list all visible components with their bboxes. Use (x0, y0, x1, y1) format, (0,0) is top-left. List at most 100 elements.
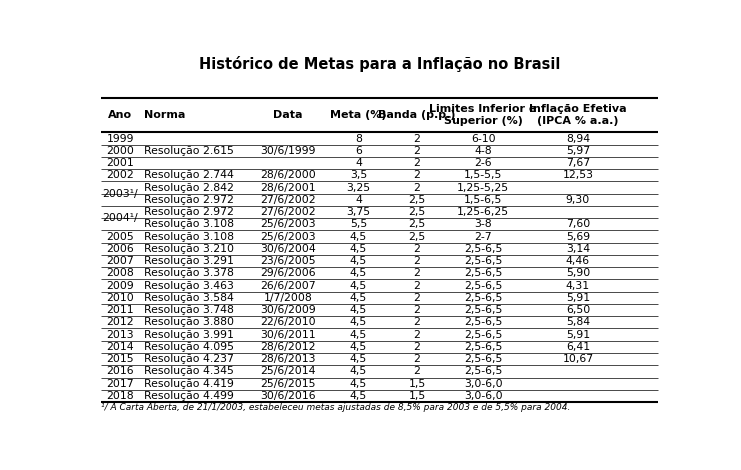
Text: 4,5: 4,5 (350, 293, 367, 303)
Text: 4,5: 4,5 (350, 268, 367, 278)
Text: 2: 2 (413, 342, 421, 352)
Text: 2: 2 (413, 133, 421, 143)
Text: 3,0-6,0: 3,0-6,0 (464, 391, 502, 401)
Text: ¹/ A Carta Aberta, de 21/1/2003, estabeleceu metas ajustadas de 8,5% para 2003 e: ¹/ A Carta Aberta, de 21/1/2003, estabel… (102, 403, 571, 412)
Text: Resolução 2.615: Resolução 2.615 (144, 146, 234, 156)
Text: 5,5: 5,5 (350, 219, 367, 229)
Text: 27/6/2002: 27/6/2002 (260, 207, 316, 217)
Text: 23/6/2005: 23/6/2005 (260, 256, 316, 266)
Text: 30/6/2009: 30/6/2009 (260, 305, 316, 315)
Text: 8: 8 (355, 133, 362, 143)
Text: Resolução 3.378: Resolução 3.378 (144, 268, 234, 278)
Text: 2: 2 (413, 256, 421, 266)
Text: 2015: 2015 (107, 354, 134, 364)
Text: Resolução 4.237: Resolução 4.237 (144, 354, 234, 364)
Text: 2007: 2007 (106, 256, 134, 266)
Text: 2,5-6,5: 2,5-6,5 (464, 317, 502, 328)
Text: 25/6/2003: 25/6/2003 (260, 219, 316, 229)
Text: 4,5: 4,5 (350, 342, 367, 352)
Text: 6: 6 (355, 146, 362, 156)
Text: 5,91: 5,91 (566, 329, 590, 340)
Text: 5,90: 5,90 (566, 268, 590, 278)
Text: 2003¹/: 2003¹/ (102, 188, 138, 199)
Text: 6,50: 6,50 (566, 305, 590, 315)
Text: Histórico de Metas para a Inflação no Brasil: Histórico de Metas para a Inflação no Br… (199, 55, 560, 71)
Text: 2011: 2011 (107, 305, 134, 315)
Text: 2-6: 2-6 (474, 158, 492, 168)
Text: 2016: 2016 (107, 367, 134, 376)
Text: Resolução 3.584: Resolução 3.584 (144, 293, 234, 303)
Text: 2000: 2000 (106, 146, 134, 156)
Text: 4-8: 4-8 (474, 146, 492, 156)
Text: 2: 2 (413, 354, 421, 364)
Text: Resolução 2.744: Resolução 2.744 (144, 170, 234, 180)
Text: 4,5: 4,5 (350, 305, 367, 315)
Text: 2: 2 (413, 281, 421, 290)
Text: 30/6/1999: 30/6/1999 (260, 146, 316, 156)
Text: Resolução 4.499: Resolução 4.499 (144, 391, 234, 401)
Text: Resolução 3.748: Resolução 3.748 (144, 305, 234, 315)
Text: 2,5: 2,5 (408, 232, 426, 242)
Text: 5,97: 5,97 (566, 146, 590, 156)
Text: 2: 2 (413, 329, 421, 340)
Text: 25/6/2014: 25/6/2014 (260, 367, 316, 376)
Text: 3,14: 3,14 (566, 244, 590, 254)
Text: Resolução 3.991: Resolução 3.991 (144, 329, 234, 340)
Text: Resolução 4.095: Resolução 4.095 (144, 342, 234, 352)
Text: Ano: Ano (108, 110, 132, 120)
Text: 2: 2 (413, 367, 421, 376)
Text: 1,5-5,5: 1,5-5,5 (464, 170, 502, 180)
Text: 26/6/2007: 26/6/2007 (260, 281, 316, 290)
Text: 3-8: 3-8 (474, 219, 492, 229)
Text: 1,5: 1,5 (408, 379, 426, 389)
Text: 4,5: 4,5 (350, 232, 367, 242)
Text: 1/7/2008: 1/7/2008 (264, 293, 312, 303)
Text: 2002: 2002 (106, 170, 134, 180)
Text: Resolução 3.880: Resolução 3.880 (144, 317, 234, 328)
Text: 2: 2 (413, 317, 421, 328)
Text: Data: Data (273, 110, 302, 120)
Text: 30/6/2016: 30/6/2016 (260, 391, 316, 401)
Text: 4,5: 4,5 (350, 281, 367, 290)
Text: 12,53: 12,53 (562, 170, 594, 180)
Text: 2008: 2008 (106, 268, 134, 278)
Text: Resolução 3.108: Resolução 3.108 (144, 232, 234, 242)
Text: 25/6/2015: 25/6/2015 (260, 379, 316, 389)
Text: 2014: 2014 (107, 342, 134, 352)
Text: 2,5-6,5: 2,5-6,5 (464, 342, 502, 352)
Text: 28/6/2013: 28/6/2013 (260, 354, 316, 364)
Text: 2010: 2010 (106, 293, 134, 303)
Text: 30/6/2011: 30/6/2011 (260, 329, 316, 340)
Text: 2: 2 (413, 305, 421, 315)
Text: 5,84: 5,84 (566, 317, 590, 328)
Text: Resolução 3.463: Resolução 3.463 (144, 281, 234, 290)
Text: 2,5: 2,5 (408, 207, 426, 217)
Text: Resolução 3.210: Resolução 3.210 (144, 244, 234, 254)
Text: Resolução 2.842: Resolução 2.842 (144, 182, 234, 193)
Text: 2009: 2009 (106, 281, 134, 290)
Text: 2,5: 2,5 (408, 195, 426, 205)
Text: Resolução 4.419: Resolução 4.419 (144, 379, 234, 389)
Text: 2,5-6,5: 2,5-6,5 (464, 293, 502, 303)
Text: 2004¹/: 2004¹/ (102, 213, 138, 223)
Text: 1,5: 1,5 (408, 391, 426, 401)
Text: 25/6/2003: 25/6/2003 (260, 232, 316, 242)
Text: 2,5-6,5: 2,5-6,5 (464, 354, 502, 364)
Text: 9,30: 9,30 (566, 195, 590, 205)
Text: 7,60: 7,60 (566, 219, 590, 229)
Text: 2: 2 (413, 182, 421, 193)
Text: 1,25-6,25: 1,25-6,25 (457, 207, 509, 217)
Text: Resolução 4.345: Resolução 4.345 (144, 367, 234, 376)
Text: 2: 2 (413, 158, 421, 168)
Text: 27/6/2002: 27/6/2002 (260, 195, 316, 205)
Text: 2-7: 2-7 (474, 232, 492, 242)
Text: 28/6/2012: 28/6/2012 (260, 342, 316, 352)
Text: 7,67: 7,67 (566, 158, 590, 168)
Text: 2017: 2017 (107, 379, 134, 389)
Text: 1999: 1999 (107, 133, 134, 143)
Text: 2001: 2001 (106, 158, 134, 168)
Text: 3,0-6,0: 3,0-6,0 (464, 379, 502, 389)
Text: Resolução 3.108: Resolução 3.108 (144, 219, 234, 229)
Text: Inflação Efetiva
(IPCA % a.a.): Inflação Efetiva (IPCA % a.a.) (529, 104, 627, 126)
Text: 4,5: 4,5 (350, 367, 367, 376)
